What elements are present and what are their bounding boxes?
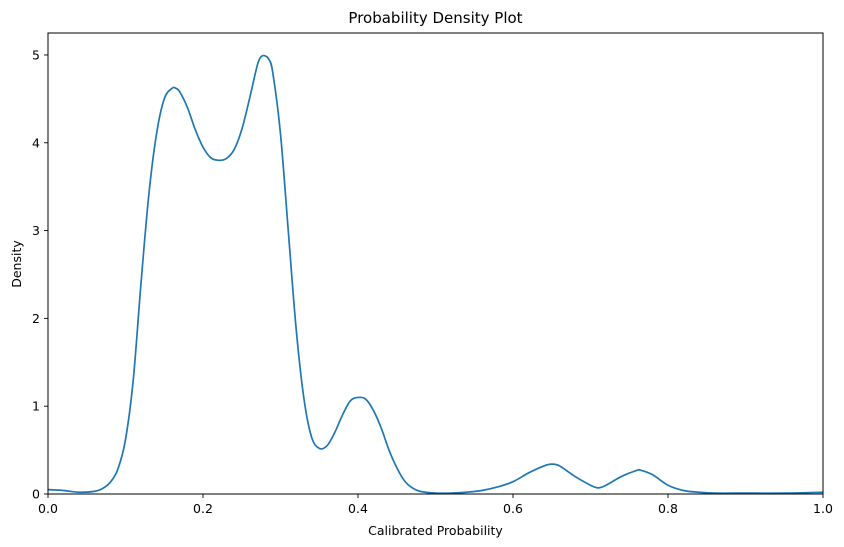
x-tick-label: 0.6 [503, 501, 523, 516]
x-tick-label: 0.4 [348, 501, 368, 516]
x-tick-label: 0.0 [38, 501, 58, 516]
plot-frame [47, 32, 824, 495]
x-axis: 0.0 0.2 0.4 0.6 0.8 1.0 [38, 494, 833, 516]
x-tick-label: 0.8 [658, 501, 678, 516]
y-tick-label: 3 [32, 223, 40, 238]
y-tick-label: 5 [32, 47, 40, 62]
y-tick-label: 4 [32, 135, 40, 150]
plot-area [47, 54, 824, 495]
x-axis-label: Calibrated Probability [368, 523, 503, 538]
y-axis-label: Density [9, 240, 24, 288]
y-tick-label: 0 [32, 487, 40, 502]
y-axis: 0 1 2 3 4 5 [32, 47, 48, 502]
x-tick-label: 1.0 [813, 501, 833, 516]
chart-title: Probability Density Plot [348, 9, 522, 27]
x-tick-label: 0.2 [193, 501, 213, 516]
density-line-series-0 [47, 54, 824, 495]
y-tick-label: 2 [32, 311, 40, 326]
y-tick-label: 1 [32, 399, 40, 414]
